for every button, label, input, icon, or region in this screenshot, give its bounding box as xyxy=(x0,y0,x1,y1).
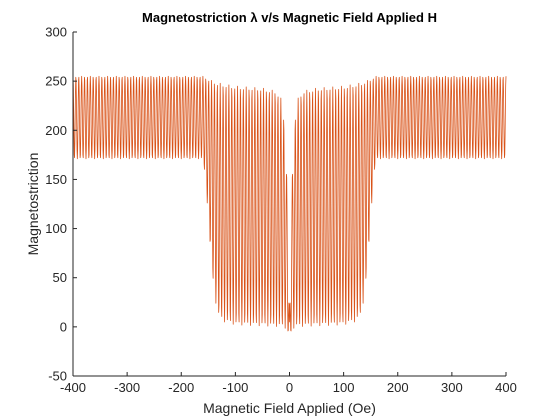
y-axis-label: Magnetostriction xyxy=(25,153,41,256)
x-tick-label: 400 xyxy=(495,380,517,395)
y-tick-label: 100 xyxy=(45,221,67,236)
chart-title: Magnetostriction λ v/s Magnetic Field Ap… xyxy=(142,10,437,25)
x-tick-label: 0 xyxy=(286,380,293,395)
y-tick-label: -50 xyxy=(48,369,67,384)
y-tick-label: 0 xyxy=(60,319,67,334)
y-tick-label: 300 xyxy=(45,25,67,40)
x-tick-label: 200 xyxy=(387,380,409,395)
x-ticks: -400 -300 -200 -100 0 100 200 300 400 xyxy=(60,372,517,395)
plot-area xyxy=(73,32,506,376)
series-group xyxy=(72,75,507,332)
y-tick-label: 250 xyxy=(45,74,67,89)
x-tick-label: -300 xyxy=(114,380,140,395)
x-tick-label: 300 xyxy=(441,380,463,395)
series-line xyxy=(72,75,507,332)
x-tick-label: -200 xyxy=(168,380,194,395)
x-tick-label: -100 xyxy=(222,380,248,395)
x-axis-label: Magnetic Field Applied (Oe) xyxy=(203,400,376,416)
x-tick-label: -400 xyxy=(60,380,86,395)
y-ticks: -50 0 50 100 150 200 250 300 xyxy=(45,25,77,384)
y-tick-label: 150 xyxy=(45,172,67,187)
x-tick-label: 100 xyxy=(333,380,355,395)
y-tick-label: 50 xyxy=(53,270,67,285)
y-tick-label: 200 xyxy=(45,123,67,138)
